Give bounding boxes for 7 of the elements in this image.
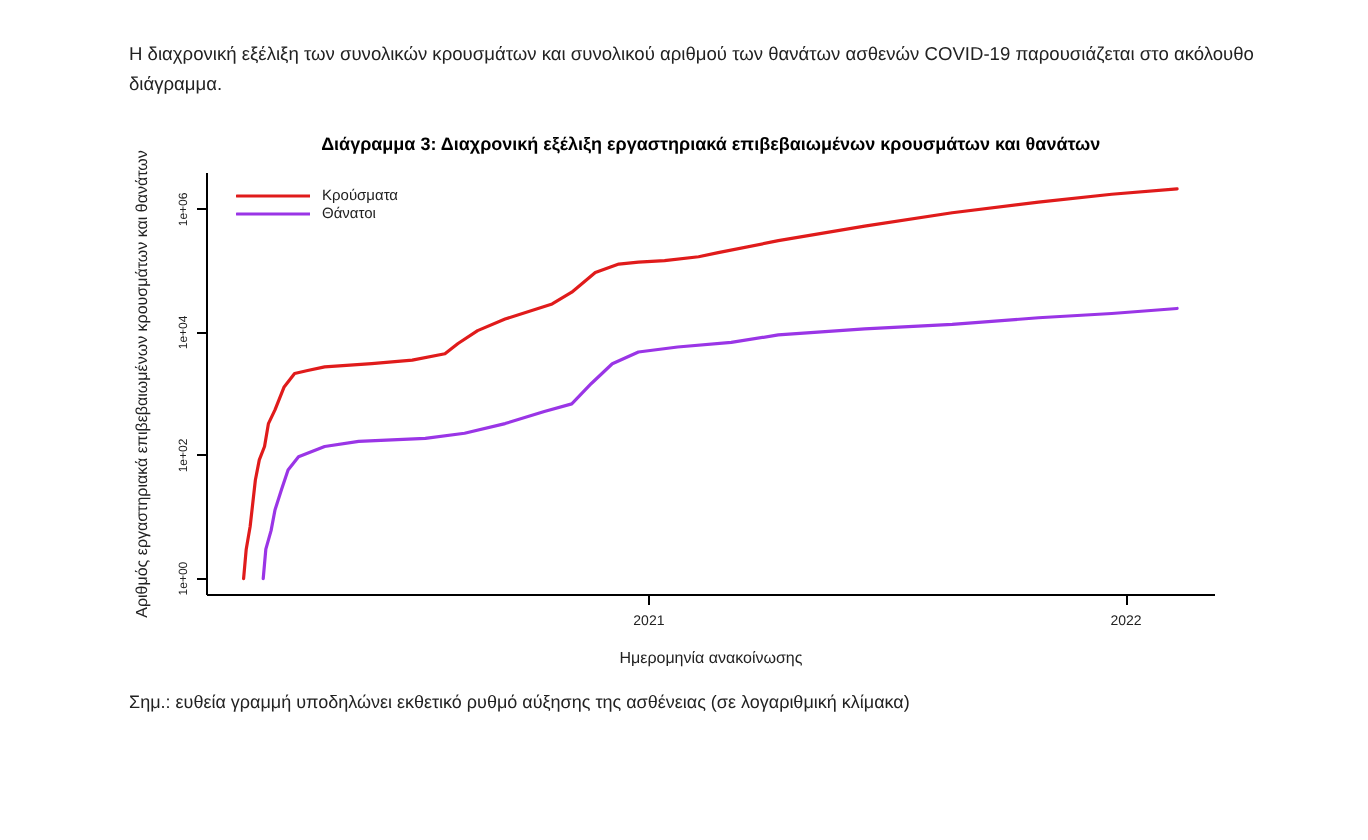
text: Σημ.: ευθεία γραμμή υποδηλώνει εκθετικό ρυθμό αύξησης της ασθένειας (σε λογαριθμική κλίμακα) (129, 692, 910, 712)
x-axis-title: Ημερομηνία ανακοίνωσης (619, 649, 803, 667)
text: Η διαχρονική εξέλιξη των συνολικών κρουσμάτων και συνολικού αριθμού των θανάτων ασθενών COVID-19 παρουσιάζεται στο ακόλουθο διάγραμμα. (129, 44, 1254, 94)
line-series (261, 306, 1179, 581)
chart-title: Διάγραμμα 3: Διαχρονική εξέλιξη εργαστηριακά επιβεβαιωμένων κρουσμάτων και θανάτων (321, 134, 1101, 154)
y-axis-title: Αριθμός εργαστηριακά επιβεβαιωμένων κρουσμάτων και θανάτων (133, 150, 151, 618)
line-series (242, 187, 1179, 581)
